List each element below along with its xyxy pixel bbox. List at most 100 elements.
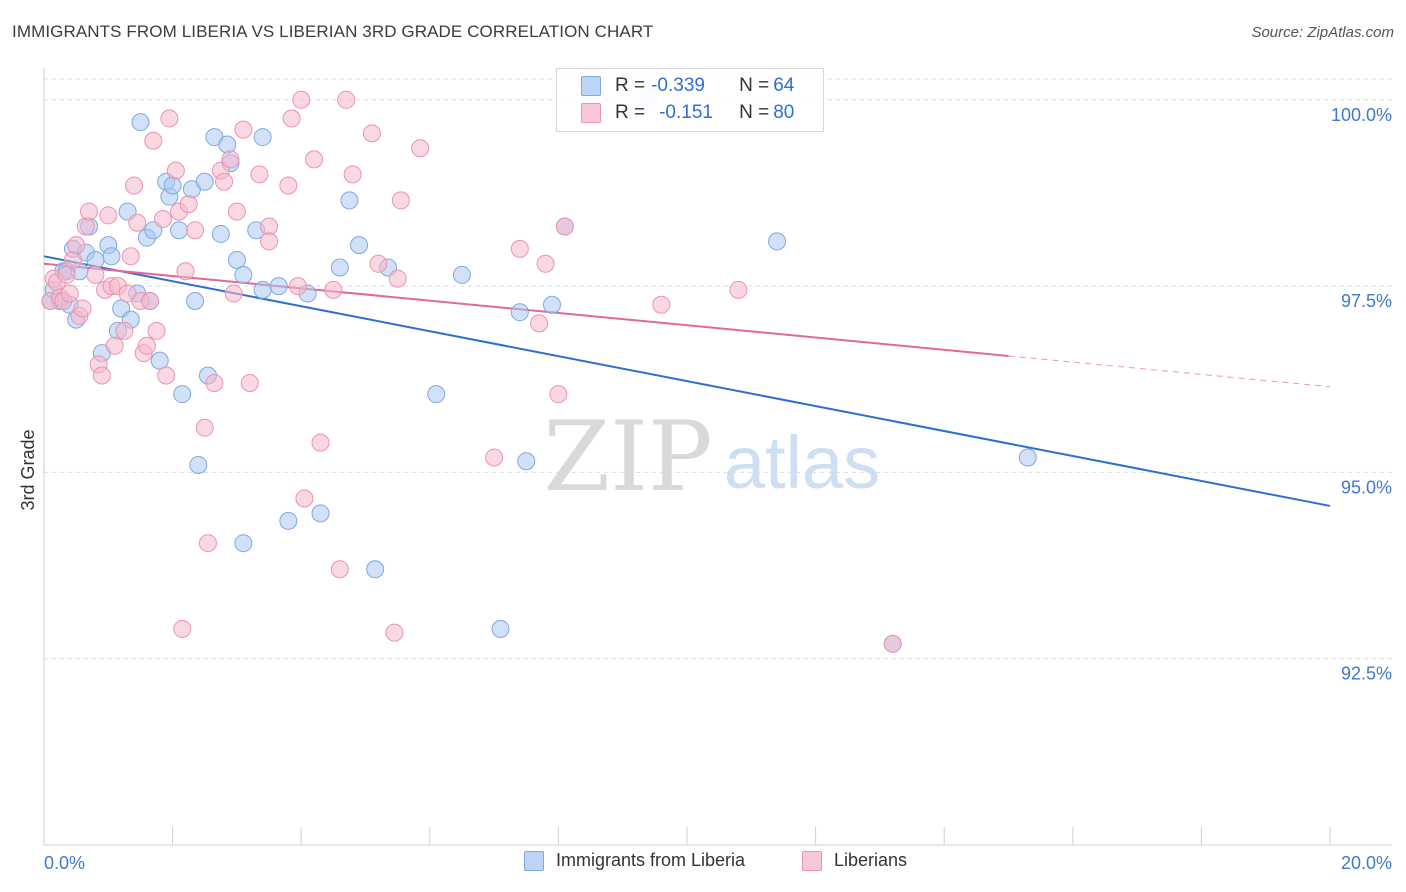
data-point-pink bbox=[147, 321, 166, 340]
data-point-blue bbox=[150, 351, 169, 370]
data-point-pink bbox=[128, 213, 147, 232]
data-point-pink bbox=[652, 295, 671, 314]
watermark-atlas: atlas bbox=[724, 421, 880, 504]
data-point-blue bbox=[218, 135, 237, 154]
bottom-legend-label: Immigrants from Liberia bbox=[556, 850, 746, 870]
legend-n-label: N = bbox=[739, 102, 770, 123]
data-point-pink bbox=[63, 251, 82, 270]
data-point-blue bbox=[234, 265, 253, 284]
legend-n-value: 64 bbox=[773, 75, 795, 96]
data-point-pink bbox=[157, 366, 176, 385]
data-point-pink bbox=[144, 131, 163, 150]
data-point-pink bbox=[121, 247, 140, 266]
data-point-blue bbox=[131, 113, 150, 132]
axes-layer bbox=[43, 68, 1392, 846]
legend-swatch-pink bbox=[581, 103, 601, 123]
chart-source: Source: ZipAtlas.com bbox=[1251, 24, 1394, 41]
data-point-blue bbox=[253, 128, 272, 147]
data-point-pink bbox=[536, 254, 555, 273]
data-point-pink bbox=[324, 280, 343, 299]
bottom-legend-label: Liberians bbox=[834, 850, 908, 870]
data-point-pink bbox=[240, 373, 259, 392]
data-point-pink bbox=[57, 265, 76, 284]
data-point-pink bbox=[260, 232, 279, 251]
data-point-blue bbox=[195, 172, 214, 191]
legend-row-liberians: R = -0.151 N = 80 bbox=[581, 100, 794, 126]
legend-row-liberia: R = -0.339 N = 64 bbox=[581, 73, 794, 99]
data-point-pink bbox=[305, 150, 324, 169]
data-point-pink bbox=[549, 385, 568, 404]
data-point-pink bbox=[80, 202, 99, 221]
data-point-pink bbox=[388, 269, 407, 288]
data-point-blue bbox=[1018, 448, 1037, 467]
data-point-blue bbox=[340, 191, 359, 210]
data-point-pink bbox=[485, 448, 504, 467]
data-point-blue bbox=[189, 455, 208, 474]
data-point-pink bbox=[883, 634, 902, 653]
data-point-pink bbox=[555, 217, 574, 236]
data-point-pink bbox=[530, 314, 549, 333]
data-point-blue bbox=[366, 560, 385, 579]
legend-n-label: N = bbox=[739, 75, 770, 96]
data-point-pink bbox=[166, 161, 185, 180]
data-point-blue bbox=[491, 619, 510, 638]
data-point-blue bbox=[542, 295, 561, 314]
data-points bbox=[41, 87, 1037, 653]
legend-box: R = -0.339 N = 64 R = -0.151 N = 80 bbox=[556, 68, 824, 132]
data-point-blue bbox=[227, 251, 246, 270]
data-point-pink bbox=[337, 90, 356, 109]
data-point-pink bbox=[234, 120, 253, 139]
y-tick-label: 92.5% bbox=[1341, 664, 1392, 684]
legend-r-label: R = bbox=[615, 102, 646, 123]
data-point-blue bbox=[330, 258, 349, 277]
data-point-pink bbox=[141, 292, 160, 311]
data-point-blue bbox=[234, 534, 253, 553]
data-point-blue bbox=[350, 236, 369, 255]
data-point-pink bbox=[205, 373, 224, 392]
data-point-pink bbox=[137, 336, 156, 355]
data-point-pink bbox=[92, 366, 111, 385]
legend-r-value: -0.151 bbox=[659, 102, 713, 123]
data-point-pink bbox=[224, 284, 243, 303]
x-tick-label: 20.0% bbox=[1341, 853, 1392, 873]
data-point-pink bbox=[73, 299, 92, 318]
data-point-pink bbox=[279, 176, 298, 195]
data-point-blue bbox=[517, 452, 536, 471]
data-point-pink bbox=[343, 165, 362, 184]
trend-line-blue bbox=[43, 255, 1331, 507]
data-point-pink bbox=[176, 262, 195, 281]
data-point-pink bbox=[125, 176, 144, 195]
bottom-legend-liberians: Liberians bbox=[802, 850, 907, 871]
data-point-pink bbox=[250, 165, 269, 184]
data-point-blue bbox=[170, 221, 189, 240]
data-point-pink bbox=[411, 139, 430, 158]
data-point-blue bbox=[253, 280, 272, 299]
data-point-pink bbox=[195, 418, 214, 437]
data-point-pink bbox=[186, 221, 205, 240]
data-point-pink bbox=[215, 172, 234, 191]
y-tick-label: 100.0% bbox=[1331, 105, 1392, 125]
data-point-blue bbox=[279, 511, 298, 530]
data-point-blue bbox=[768, 232, 787, 251]
data-point-blue bbox=[452, 265, 471, 284]
data-point-pink bbox=[330, 560, 349, 579]
tick-labels: 100.0% 97.5% 95.0% 92.5% 0.0% 20.0% bbox=[44, 105, 1392, 873]
data-point-pink bbox=[369, 254, 388, 273]
data-point-pink bbox=[153, 210, 172, 229]
x-tick-label: 0.0% bbox=[44, 853, 85, 873]
data-point-blue bbox=[510, 303, 529, 322]
y-tick-label: 95.0% bbox=[1341, 477, 1392, 497]
data-point-pink bbox=[510, 239, 529, 258]
data-point-blue bbox=[173, 385, 192, 404]
data-point-pink bbox=[288, 277, 307, 296]
watermark-zip: ZIP bbox=[543, 401, 712, 513]
data-point-pink bbox=[115, 321, 134, 340]
legend-r-value: -0.339 bbox=[651, 75, 705, 96]
grid-layer bbox=[44, 78, 1392, 660]
data-point-pink bbox=[311, 433, 330, 452]
data-point-pink bbox=[391, 191, 410, 210]
bottom-legend-liberia: Immigrants from Liberia bbox=[524, 850, 745, 871]
legend-swatch-blue bbox=[581, 76, 601, 96]
bottom-legend-swatch-pink bbox=[802, 850, 822, 871]
data-point-blue bbox=[102, 247, 121, 266]
